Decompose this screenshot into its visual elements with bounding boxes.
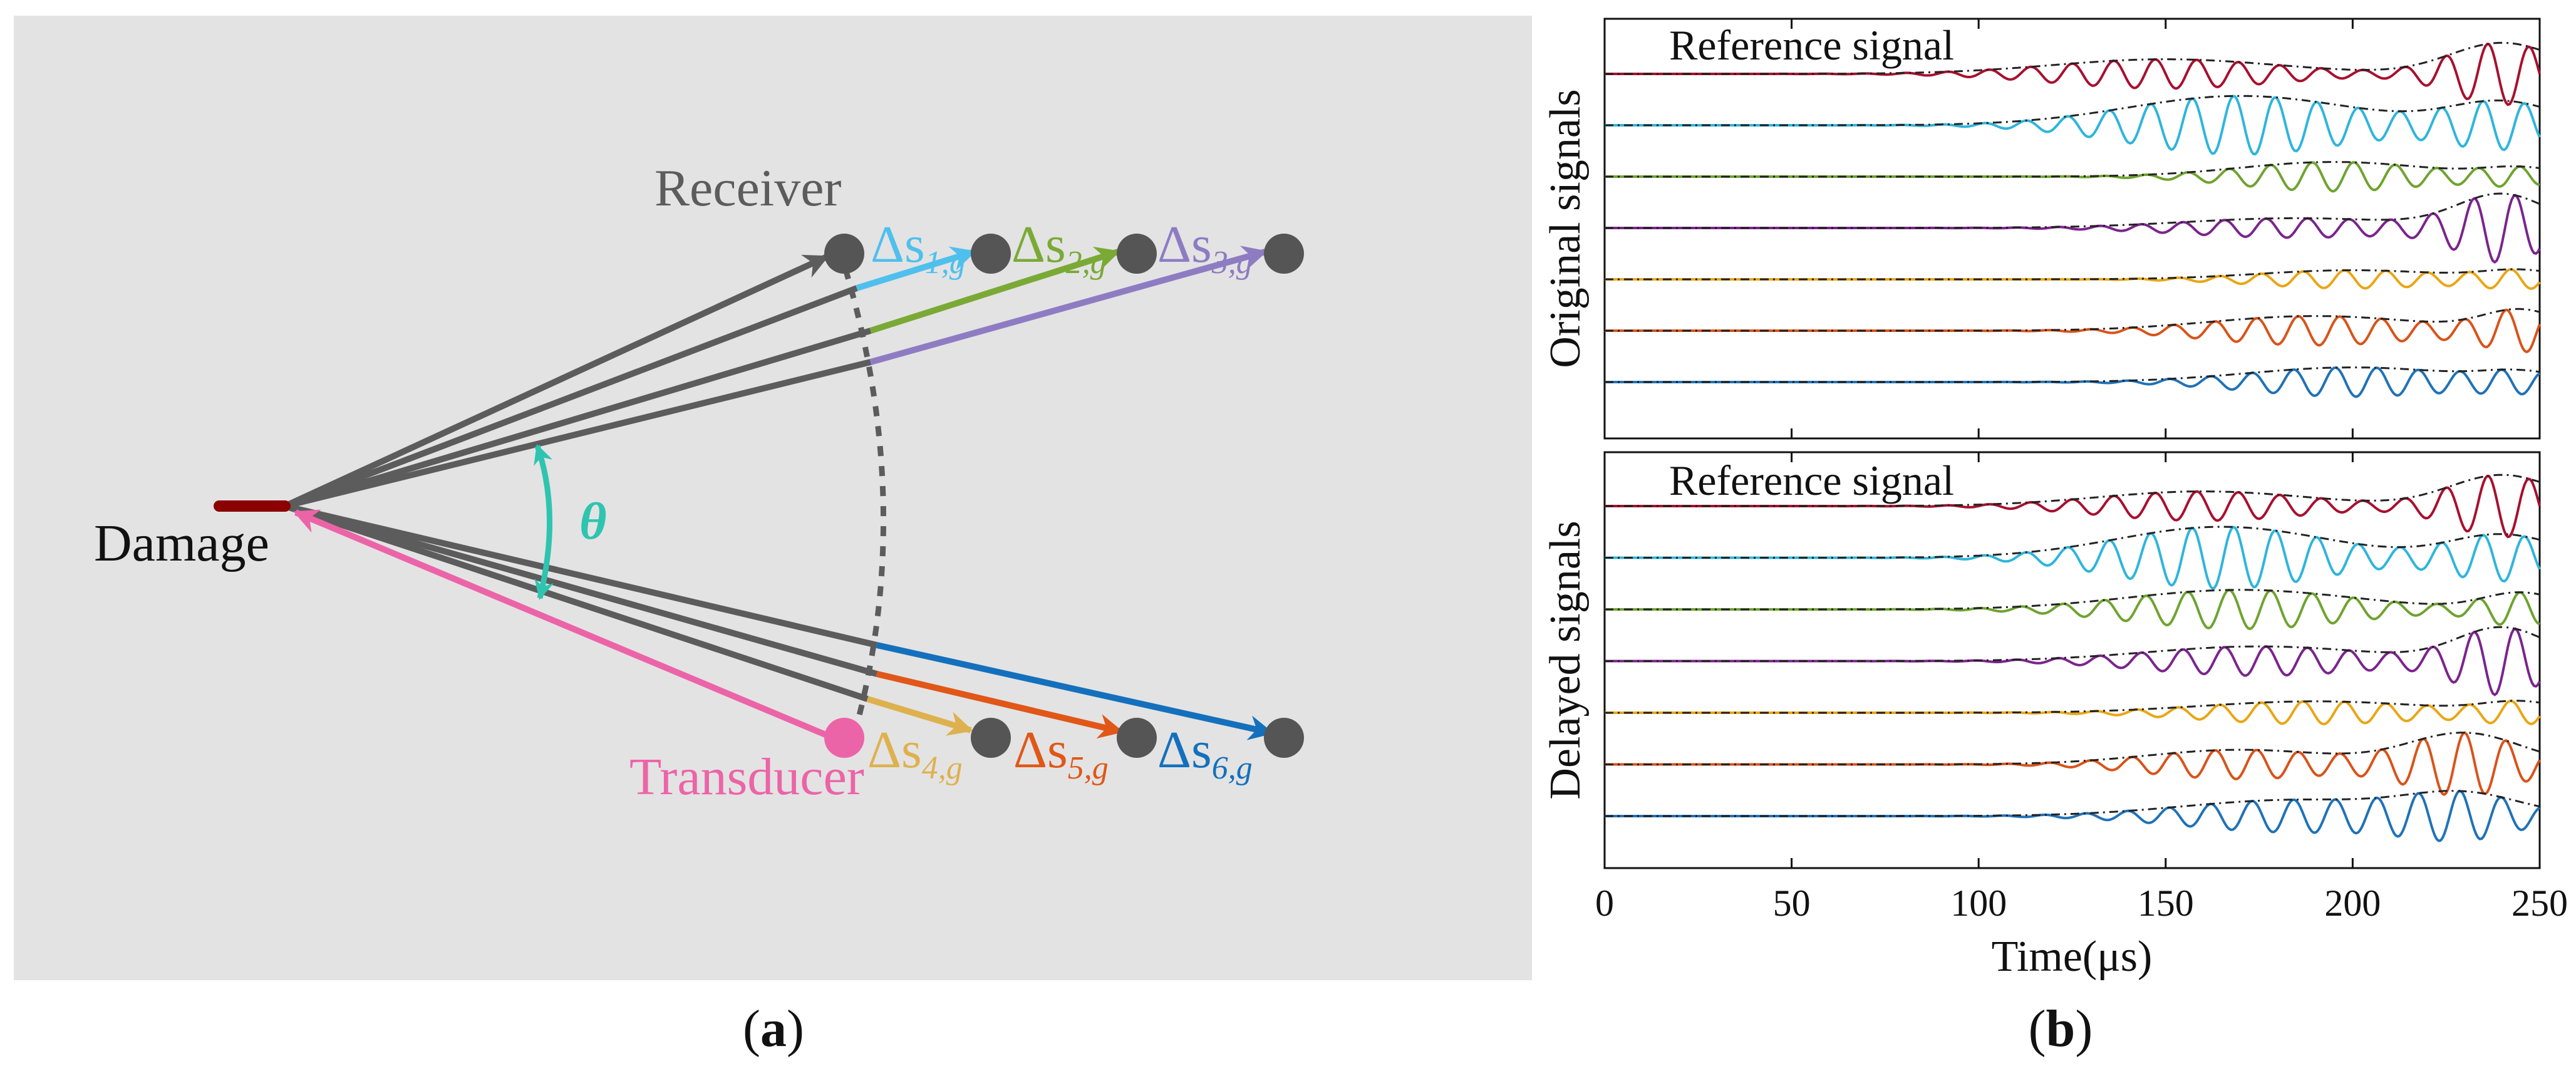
delta-label-5: Δs5,g	[1013, 721, 1109, 786]
caption-b: (b)	[2029, 1000, 2093, 1058]
signal-envelope-4	[1605, 192, 2540, 229]
angle-arc	[534, 444, 554, 601]
delta-label-3: Δs3,g	[1157, 215, 1253, 281]
panel-b-plots: 0 50 100 150 200 250 Reference signal Referen…	[1541, 18, 2568, 1058]
delta-arrow-6	[876, 642, 1274, 740]
delta-label-2: Δs2,g	[1011, 215, 1107, 281]
delta-label-1: Δs1,g	[871, 215, 966, 281]
path-damage-r6	[284, 503, 878, 648]
delta-label-4: Δs4,g	[867, 721, 963, 786]
upper-gray-paths	[283, 254, 872, 509]
x-tick-label-50: 50	[1773, 882, 1811, 924]
delta-arrow-4	[866, 696, 973, 736]
path-damage-r5	[284, 503, 878, 677]
path-damage-r1	[284, 285, 858, 509]
caption-a: (a)	[743, 1000, 804, 1058]
path-damage-receiver	[283, 254, 829, 509]
transducer-label: Transducer	[629, 748, 864, 806]
x-tick-label-150: 150	[2138, 882, 2194, 924]
signal-envelope-7	[1605, 366, 2540, 383]
delta-arrow-5	[876, 671, 1124, 739]
lower-gray-paths	[284, 503, 878, 702]
signal-envelope-2	[1605, 95, 2540, 127]
node-r5	[1117, 718, 1157, 758]
angle-label: θ	[579, 492, 607, 551]
receiver-node	[824, 234, 864, 274]
signal-envelope-6	[1605, 308, 2540, 332]
node-r3	[1264, 234, 1304, 274]
delta-label-6: Δs6,g	[1157, 721, 1253, 786]
signal-envelope-3	[1605, 161, 2540, 178]
x-tick-label-100: 100	[1950, 882, 2007, 924]
path-damage-r4	[284, 503, 869, 702]
node-r6	[1264, 718, 1304, 758]
signal-envelope-4	[1605, 626, 2540, 662]
top-plot-traces	[1605, 41, 2541, 398]
signal-envelope-2	[1605, 525, 2540, 559]
path-damage-r3	[284, 359, 872, 509]
signal-envelope-3	[1605, 589, 2540, 611]
dotted-arc	[842, 268, 886, 722]
top-reference-label: Reference signal	[1669, 21, 1954, 69]
node-r4	[971, 718, 1011, 758]
top-ylabel: Original signals	[1541, 89, 1590, 368]
transducer-to-damage-arrow	[293, 509, 834, 741]
delta-arrow-2	[869, 246, 1120, 334]
transducer-node	[824, 718, 864, 758]
bottom-reference-label: Reference signal	[1669, 457, 1954, 504]
node-r1	[971, 234, 1011, 274]
signal-envelope-1	[1605, 473, 2540, 507]
x-tick-label-0: 0	[1595, 882, 1614, 924]
bottom-ylabel: Delayed signals	[1541, 520, 1590, 799]
damage-label: Damage	[94, 514, 269, 572]
bottom-plot-traces	[1605, 473, 2541, 842]
path-damage-r2	[284, 328, 872, 509]
delta-arrow-3	[869, 246, 1268, 365]
x-axis-label: Time(μs)	[1992, 933, 2153, 981]
receiver-label: Receiver	[654, 159, 841, 217]
panel-a-background	[14, 16, 1532, 980]
panel-a-diagram: Receiver Transducer Damage θ Δs1,g Δs2,g…	[14, 16, 1532, 1058]
x-tick-label-200: 200	[2324, 882, 2381, 924]
signal-envelope-6	[1605, 732, 2540, 765]
signal-envelope-1	[1605, 41, 2540, 75]
signal-envelope-5	[1605, 268, 2540, 281]
x-tick-label-250: 250	[2511, 882, 2568, 924]
signal-envelope-5	[1605, 700, 2540, 714]
x-axis-ticks	[1603, 19, 2541, 868]
delta-arrow-1	[856, 246, 976, 291]
signal-envelope-7	[1605, 790, 2540, 817]
node-r2	[1117, 234, 1157, 274]
x-axis-tick-labels: 0 50 100 150 200 250	[1595, 882, 2568, 924]
